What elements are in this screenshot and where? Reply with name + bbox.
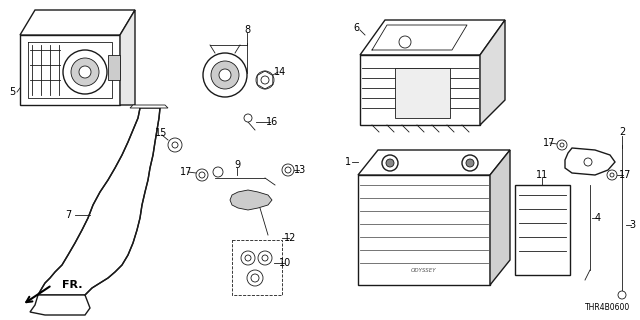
Text: ODYSSEY: ODYSSEY [411, 268, 437, 273]
Circle shape [241, 251, 255, 265]
Text: 10: 10 [279, 258, 291, 268]
Text: 13: 13 [294, 165, 306, 175]
Circle shape [79, 66, 91, 78]
Circle shape [251, 274, 259, 282]
Circle shape [386, 159, 394, 167]
Circle shape [219, 69, 231, 81]
Text: 5: 5 [9, 87, 15, 97]
Circle shape [560, 143, 564, 147]
Circle shape [382, 155, 398, 171]
Polygon shape [360, 20, 505, 55]
Polygon shape [358, 175, 490, 285]
Polygon shape [20, 35, 120, 105]
Polygon shape [565, 148, 615, 175]
Polygon shape [30, 295, 90, 315]
Polygon shape [38, 108, 160, 295]
Polygon shape [360, 55, 480, 125]
Bar [232, 240, 282, 295]
Circle shape [618, 291, 626, 299]
Circle shape [63, 50, 107, 94]
Circle shape [557, 140, 567, 150]
Text: 17: 17 [180, 167, 192, 177]
Circle shape [261, 76, 269, 84]
Circle shape [282, 164, 294, 176]
Circle shape [203, 53, 247, 97]
Circle shape [245, 255, 251, 261]
Bar [515, 185, 570, 275]
Polygon shape [120, 10, 135, 105]
Circle shape [196, 169, 208, 181]
Circle shape [199, 172, 205, 178]
Circle shape [258, 251, 272, 265]
Circle shape [584, 158, 592, 166]
Text: 16: 16 [266, 117, 278, 127]
Text: 15: 15 [155, 128, 167, 138]
Text: 8: 8 [244, 25, 250, 35]
Circle shape [466, 159, 474, 167]
Text: 11: 11 [536, 170, 548, 180]
Circle shape [247, 270, 263, 286]
Circle shape [244, 114, 252, 122]
Polygon shape [480, 20, 505, 125]
Circle shape [399, 36, 411, 48]
Text: 17: 17 [619, 170, 631, 180]
Polygon shape [20, 10, 135, 35]
Circle shape [172, 142, 178, 148]
Polygon shape [230, 190, 272, 210]
Text: THR4B0600: THR4B0600 [585, 303, 630, 312]
Text: 3: 3 [629, 220, 635, 230]
Bar [108, 55, 120, 80]
Text: 1: 1 [345, 157, 351, 167]
Circle shape [462, 155, 478, 171]
Circle shape [607, 170, 617, 180]
Text: 14: 14 [274, 67, 286, 77]
Text: 7: 7 [65, 210, 71, 220]
Polygon shape [490, 150, 510, 285]
Circle shape [213, 167, 223, 177]
Text: 6: 6 [353, 23, 359, 33]
Circle shape [211, 61, 239, 89]
Text: FR.: FR. [62, 280, 83, 290]
Circle shape [262, 255, 268, 261]
Text: 12: 12 [284, 233, 296, 243]
Text: 2: 2 [619, 127, 625, 137]
Circle shape [610, 173, 614, 177]
Polygon shape [130, 105, 168, 108]
Circle shape [71, 58, 99, 86]
Circle shape [285, 167, 291, 173]
Polygon shape [358, 150, 510, 175]
Circle shape [256, 71, 274, 89]
Circle shape [168, 138, 182, 152]
Text: 17: 17 [543, 138, 555, 148]
Text: 9: 9 [234, 160, 240, 170]
Text: 4: 4 [595, 213, 601, 223]
Polygon shape [395, 68, 450, 118]
